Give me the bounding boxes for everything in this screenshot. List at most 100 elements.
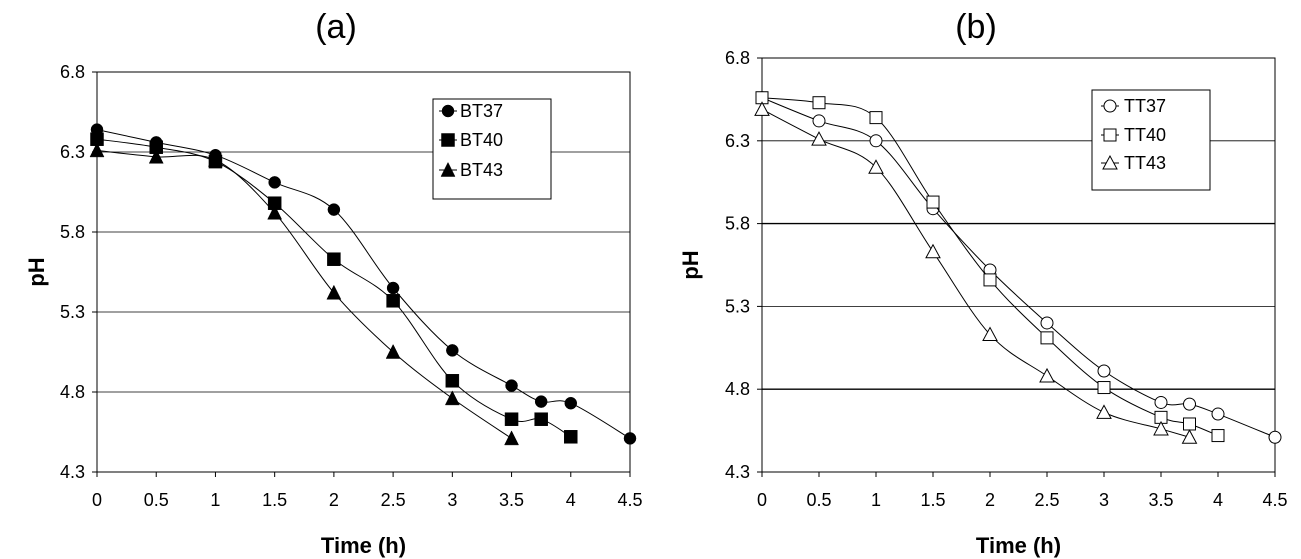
x-tick-label: 3.5	[499, 490, 524, 510]
chart-panel-b: (b) 4.3 4.8 5.3 5.8 6.3 6.8 0 0.5 1 1.5 2 2.5 3 3.5 4 4.…	[678, 8, 1288, 558]
y-tick-label: 4.8	[60, 382, 85, 402]
data-point-bt40	[564, 430, 578, 444]
data-point-tt37	[1040, 316, 1054, 330]
legend-marker-tt40	[1103, 128, 1117, 142]
data-point-tt37	[1097, 364, 1111, 378]
data-point-tt43	[925, 243, 941, 259]
data-point-tt43	[1181, 429, 1198, 444]
data-point-bt43	[267, 204, 283, 220]
y-tick-label: 6.8	[60, 62, 85, 82]
data-point-tt43	[982, 326, 998, 342]
y-tick-label: 5.8	[60, 222, 85, 242]
x-tick-label: 2.5	[1034, 490, 1059, 510]
data-point-bt37	[623, 432, 637, 445]
data-point-tt40	[1211, 429, 1225, 443]
chart-panel-a: (a) 4.3 4.8 5.3 5.8 6.3 6.8 0 0.5 1 1.5 2 2.5 3 3.5 4 4.…	[24, 8, 643, 558]
data-point-bt37	[534, 395, 548, 408]
series-line-tt43	[761, 108, 1190, 438]
data-point-tt40	[1183, 417, 1196, 431]
data-point-bt43	[148, 148, 164, 164]
plot-frame	[96, 71, 631, 473]
x-tick-label: 1	[871, 490, 881, 510]
data-point-bt40	[504, 412, 519, 426]
x-tick-label: 4	[566, 490, 576, 510]
data-point-bt37	[268, 176, 281, 189]
legend: BT37 BT40 BT43	[432, 98, 552, 200]
data-point-bt40	[386, 294, 400, 308]
x-tick-label: 1	[210, 490, 220, 510]
y-tick-label: 6.3	[725, 131, 750, 151]
series-line-bt43	[96, 149, 512, 439]
legend-label-tt37: TT37	[1124, 96, 1166, 116]
legend-marker-tt43	[1102, 154, 1118, 170]
data-point-tt40	[1040, 331, 1054, 345]
data-point-tt40	[983, 273, 997, 287]
legend-box	[432, 98, 552, 200]
data-point-tt37	[1211, 407, 1225, 421]
legend: TT37 TT40 TT43	[1091, 89, 1211, 191]
x-tick-label: 3	[1099, 490, 1109, 510]
data-point-bt43	[444, 390, 460, 406]
x-tick-label: 0	[757, 490, 767, 510]
data-point-tt40	[1097, 381, 1111, 395]
data-point-tt37	[1268, 430, 1282, 444]
data-point-bt43	[504, 430, 519, 446]
data-point-bt43	[208, 151, 223, 167]
x-tick-label: 2	[329, 490, 339, 510]
data-point-tt37	[869, 134, 883, 148]
y-axis-label: pH	[24, 257, 49, 286]
y-tick-label: 5.8	[725, 214, 750, 234]
plot-frame	[761, 57, 1276, 473]
data-point-tt43	[754, 101, 770, 116]
x-tick-label: 4.5	[617, 490, 642, 510]
legend-label-tt40: TT40	[1124, 125, 1166, 145]
x-tick-label: 0	[92, 490, 102, 510]
y-axis-label: pH	[678, 250, 703, 279]
data-point-bt40	[327, 252, 341, 266]
data-point-bt37	[505, 379, 518, 392]
data-point-tt37	[1183, 397, 1196, 411]
x-tick-label: 1.5	[920, 490, 945, 510]
y-tick-label: 4.8	[725, 379, 750, 399]
y-tick-label: 4.3	[725, 462, 750, 482]
x-tick-label: 0.5	[144, 490, 169, 510]
data-point-tt40	[869, 111, 883, 125]
chart-title: (b)	[955, 8, 997, 46]
data-point-bt37	[327, 203, 341, 216]
y-tick-label: 5.3	[725, 296, 750, 316]
x-tick-label: 3	[447, 490, 457, 510]
data-point-bt43	[326, 284, 342, 300]
x-tick-label: 2.5	[381, 490, 406, 510]
data-point-bt40	[534, 412, 548, 426]
legend-marker-bt43	[440, 161, 456, 177]
data-point-bt37	[386, 281, 400, 295]
data-point-tt37	[812, 114, 826, 128]
data-point-tt43	[1153, 420, 1169, 436]
x-axis-label: Time (h)	[321, 533, 406, 558]
x-tick-label: 1.5	[262, 490, 287, 510]
legend-marker-tt37	[1103, 99, 1117, 113]
chart-title: (a)	[315, 8, 357, 46]
x-axis-label: Time (h)	[976, 533, 1061, 558]
data-point-bt43	[385, 343, 401, 359]
legend-label-tt43: TT43	[1124, 153, 1166, 173]
series-line-bt40	[96, 138, 572, 438]
legend-label-bt40: BT40	[460, 130, 503, 150]
data-point-tt40	[812, 96, 826, 110]
data-point-tt43	[1096, 404, 1112, 419]
x-tick-label: 2	[985, 490, 995, 510]
x-tick-label: 4.5	[1262, 490, 1287, 510]
legend-marker-bt40	[441, 133, 455, 147]
data-point-tt43	[1039, 367, 1055, 383]
data-point-bt43	[89, 142, 105, 158]
y-tick-label: 5.3	[60, 302, 85, 322]
data-point-tt40	[926, 195, 940, 209]
data-point-bt37	[564, 396, 578, 410]
x-tick-label: 0.5	[806, 490, 831, 510]
data-point-tt37	[1154, 395, 1168, 409]
data-point-bt40	[445, 374, 460, 388]
y-tick-label: 6.3	[60, 142, 85, 162]
x-tick-label: 3.5	[1148, 490, 1173, 510]
legend-label-bt43: BT43	[460, 160, 503, 180]
